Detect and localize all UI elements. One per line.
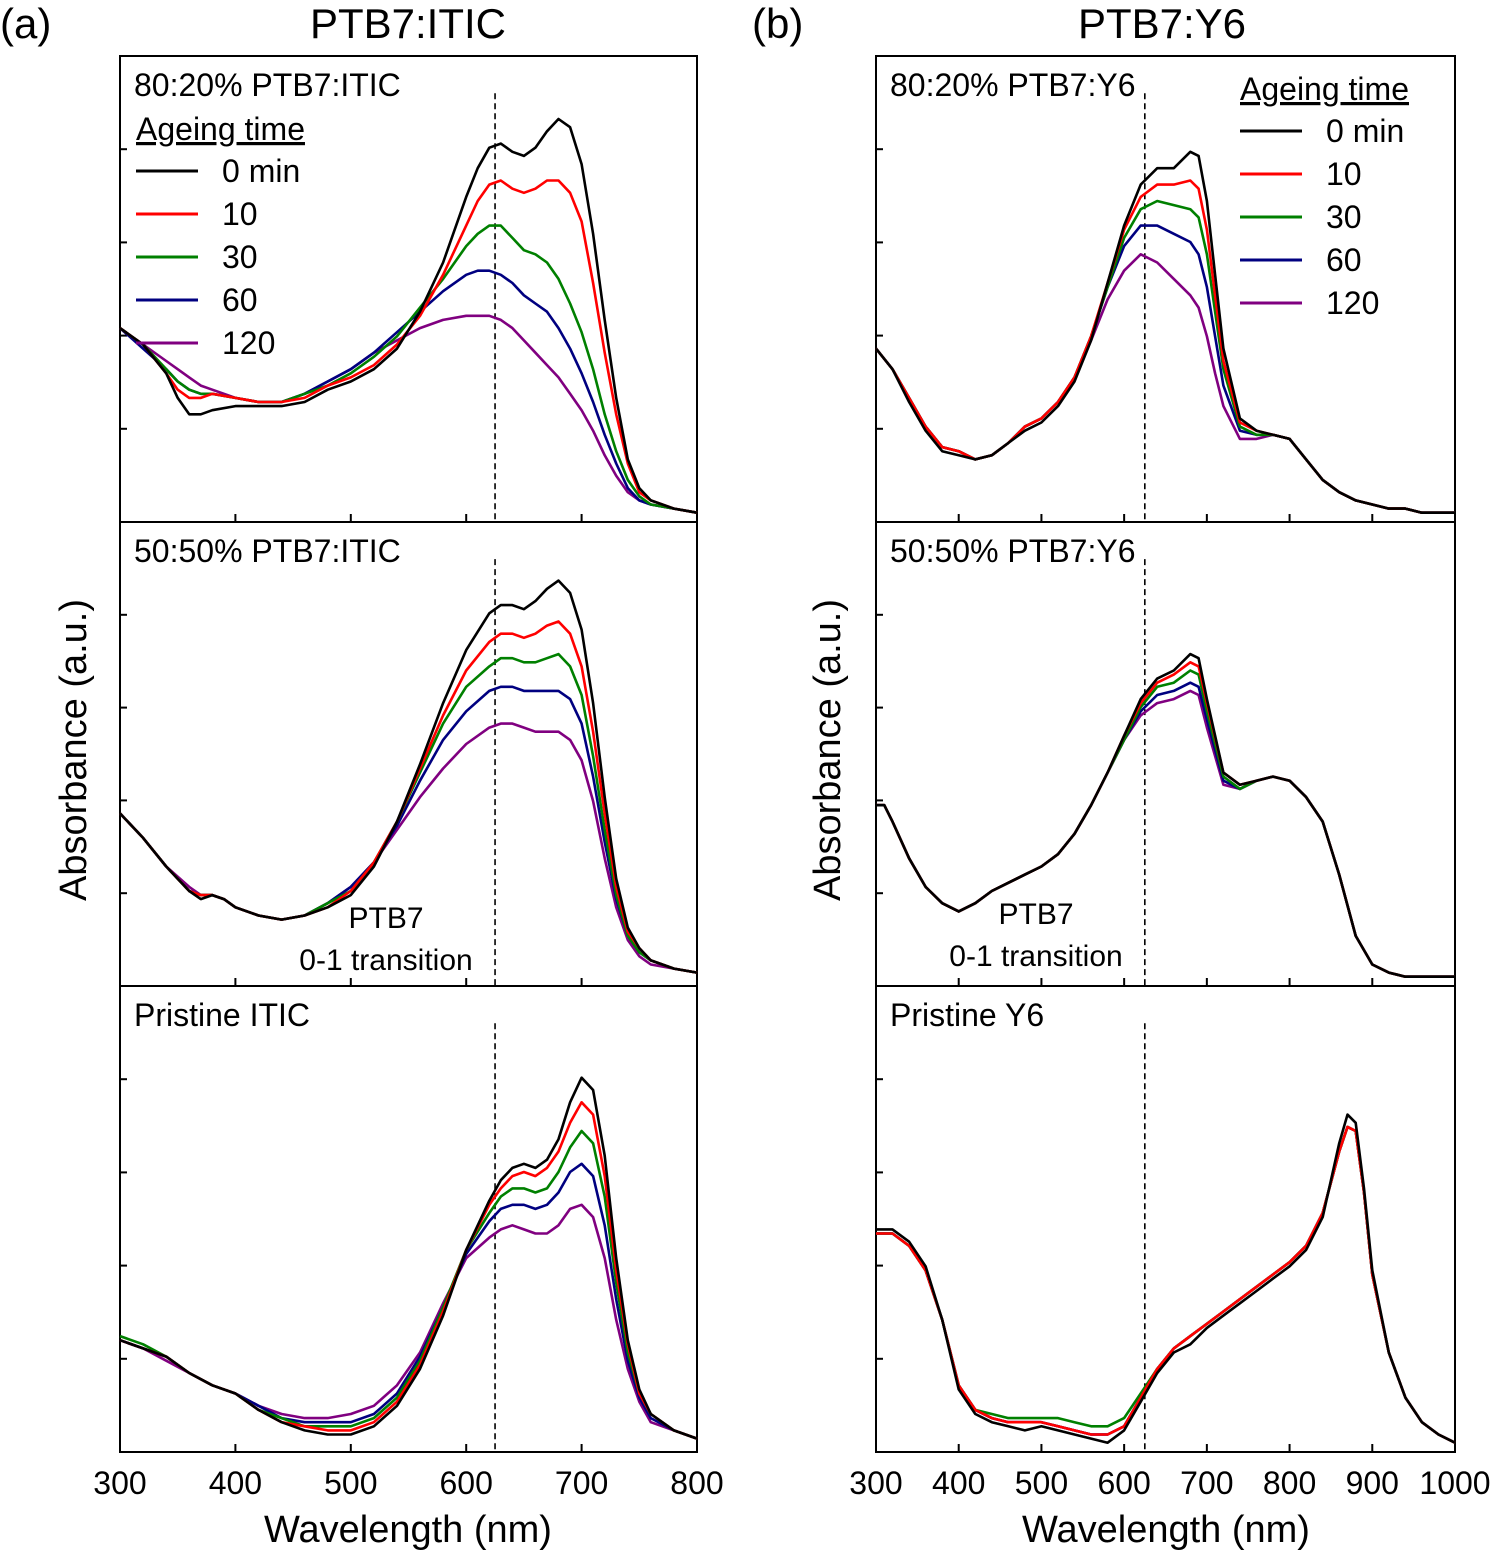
panel-title: 80:20% PTB7:ITIC <box>134 67 401 103</box>
series-line-0-min <box>874 150 1455 514</box>
x-tick-label: 400 <box>209 1465 262 1501</box>
chart-b-bottom: 300 400 500 600 700 800 900 1000 Pristine Y6 <box>849 985 1491 1501</box>
legend-title: Ageing time <box>1240 71 1409 107</box>
x-tick-label: 600 <box>440 1465 493 1501</box>
series-line-0-min <box>119 579 698 974</box>
x-tick-label: 300 <box>93 1465 146 1501</box>
plot-area: 80:20% PTB7:ITIC Ageing time 0 min 10 30 60 12… <box>93 55 1491 1501</box>
x-tick-label: 800 <box>1263 1465 1316 1501</box>
plot-frame <box>875 985 1456 1453</box>
panel-a-annotation-line1: PTB7 <box>348 902 423 935</box>
x-tick-label: 600 <box>1097 1465 1150 1501</box>
legend-label-0-min: 0 min <box>1326 113 1404 149</box>
panel-a-title: PTB7:ITIC <box>310 0 506 47</box>
x-tick-label: 700 <box>555 1465 608 1501</box>
panel-title: 50:50% PTB7:Y6 <box>890 533 1135 569</box>
x-tick-label: 400 <box>932 1465 985 1501</box>
panel-b-xlabel: Wavelength (nm) <box>1022 1509 1310 1551</box>
x-tick-label: 500 <box>324 1465 377 1501</box>
series-line-0-min <box>119 1076 698 1440</box>
series-line-120 <box>876 689 1455 978</box>
series-line-0-min <box>876 1113 1456 1444</box>
panel-title: 80:20% PTB7:Y6 <box>890 67 1135 103</box>
panel-b-label: (b) <box>752 0 803 47</box>
plot-frame <box>875 521 1456 987</box>
series-line-60 <box>119 269 698 514</box>
panel-title: Pristine ITIC <box>134 997 310 1033</box>
series-line-120 <box>119 314 698 514</box>
panel-a-label: (a) <box>0 0 51 47</box>
panel-title: Pristine Y6 <box>890 997 1044 1033</box>
panel-a-annotation-line2: 0-1 transition <box>299 944 472 977</box>
chart-a-bottom: 300 400 500 600 700 800 Pristine ITIC <box>93 985 724 1501</box>
panel-b-annotation-line2: 0-1 transition <box>949 940 1122 973</box>
chart-a-top: 80:20% PTB7:ITIC Ageing time 0 min 10 30 60 12… <box>119 55 698 523</box>
series-line-0-min <box>876 652 1455 978</box>
series-line-10 <box>119 179 698 514</box>
x-tick-label: 500 <box>1015 1465 1068 1501</box>
x-tick-label: 700 <box>1180 1465 1233 1501</box>
legend-label-0-min: 0 min <box>222 153 300 189</box>
legend-label-120: 120 <box>1326 285 1379 321</box>
x-tick-label: 800 <box>670 1465 723 1501</box>
x-tick-label: 300 <box>849 1465 902 1501</box>
series-line-30 <box>119 224 698 514</box>
chart-b-top: 80:20% PTB7:Y6 Ageing time 0 min 10 30 60 120 <box>874 55 1456 523</box>
x-tick-label: 900 <box>1346 1465 1399 1501</box>
panel-a-xlabel: Wavelength (nm) <box>264 1509 552 1551</box>
series-line-60 <box>874 224 1455 514</box>
panel-b-ylabel: Absorbance (a.u.) <box>807 599 849 901</box>
series-line-30 <box>874 199 1455 514</box>
plot-frame <box>119 985 698 1453</box>
legend-title: Ageing time <box>136 111 305 147</box>
legend-label-30: 30 <box>1326 199 1362 235</box>
series-line-60 <box>876 681 1455 978</box>
panel-a-ylabel: Absorbance (a.u.) <box>53 599 95 901</box>
series-line-10 <box>876 661 1455 978</box>
legend-label-60: 60 <box>1326 242 1362 278</box>
series-line-30 <box>876 669 1455 978</box>
panel-b-annotation-line1: PTB7 <box>998 898 1073 931</box>
series-line-0-min <box>119 117 698 514</box>
legend-label-30: 30 <box>222 239 258 275</box>
chart-b-middle: 50:50% PTB7:Y6 <box>875 521 1456 987</box>
legend-label-10: 10 <box>1326 156 1362 192</box>
panel-b-title: PTB7:Y6 <box>1078 0 1246 47</box>
legend-label-10: 10 <box>222 196 258 232</box>
legend-label-60: 60 <box>222 282 258 318</box>
x-tick-label: 1000 <box>1419 1465 1490 1501</box>
legend-label-120: 120 <box>222 325 275 361</box>
panel-title: 50:50% PTB7:ITIC <box>134 533 401 569</box>
